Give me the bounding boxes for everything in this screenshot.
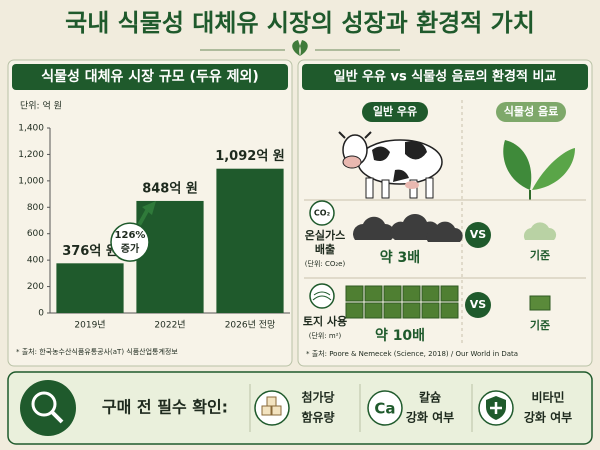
value-label: 848억 원	[142, 181, 198, 196]
annotation: 126%	[115, 230, 146, 241]
chart-title: 식물성 대체유 시장 규모 (두유 제외)	[41, 68, 259, 85]
magnifier-handle	[50, 410, 64, 424]
vs-badge	[465, 222, 491, 248]
check-item: 함유량	[301, 410, 334, 425]
field-plot	[402, 285, 421, 302]
shield-cross	[490, 402, 502, 414]
x-tick-label: 2022년	[154, 320, 185, 331]
growth-arrow-head	[142, 200, 156, 215]
comparison-header	[302, 64, 588, 90]
check-item: 강화 여부	[524, 410, 572, 425]
unit-label: 단위: 억 원	[20, 100, 62, 112]
y-tick-label: 1,000	[18, 176, 44, 186]
field-plot	[364, 285, 383, 302]
field-plot	[383, 285, 402, 302]
vs-text: VS	[470, 298, 487, 311]
milk-ratio: 약 10배	[375, 327, 425, 344]
leaf-illustration	[503, 140, 575, 200]
value-label: 1,092억 원	[215, 149, 285, 164]
row-label: 배출	[315, 242, 335, 256]
field-plot	[345, 285, 364, 302]
source: * 출처: 한국농수산식품유통공사(aT) 식품산업통계정보	[16, 347, 178, 356]
checklist-panel	[7, 371, 593, 445]
row-unit: (단위: m²)	[309, 331, 342, 340]
plant-baseline: 기준	[530, 248, 550, 262]
y-tick-label: 0	[38, 309, 44, 319]
co2-icon-text: CO₂	[314, 209, 331, 218]
value-label: 376억 원	[62, 244, 118, 259]
column-header: 식물성 음료	[504, 104, 558, 118]
bar	[216, 168, 284, 313]
field-plot	[402, 302, 421, 319]
y-tick-label: 1,200	[18, 150, 44, 160]
y-tick-label: 600	[27, 229, 44, 239]
checklist-title: 구매 전 필수 확인:	[102, 398, 228, 417]
cow-illustration	[338, 131, 443, 199]
x-tick-label: 2026년 전망	[225, 320, 276, 331]
x-tick-label: 2019년	[74, 320, 105, 331]
vs-text: VS	[470, 228, 487, 241]
source: * 출처: Poore & Nemecek (Science, 2018) / …	[306, 349, 518, 358]
y-tick-label: 800	[27, 203, 44, 213]
annotation: 증가	[121, 242, 140, 255]
field-plot	[421, 285, 440, 302]
field-plot	[440, 302, 459, 319]
y-tick-label: 400	[27, 256, 44, 266]
vs-badge	[465, 292, 491, 318]
row-label: 토지 사용	[303, 314, 347, 328]
y-tick-label: 200	[27, 282, 44, 292]
bar-chart: 0 200 400 600 800 1,000 1,200 1,400 2019년 376억 원 2…	[18, 124, 290, 331]
sugar-cubes	[261, 396, 282, 416]
leaf-divider	[200, 40, 400, 56]
magnifier-badge	[20, 380, 76, 436]
baseline-field	[529, 295, 551, 311]
field-plot	[383, 302, 402, 319]
field-plot	[345, 302, 364, 319]
growth-badge	[110, 222, 150, 262]
check-item: 강화 여부	[406, 410, 454, 425]
field-plot	[421, 302, 440, 319]
land-fields	[345, 285, 459, 319]
calcium-icon-text: Ca	[374, 400, 395, 418]
check-item: 비타민	[531, 390, 564, 405]
field-plot	[364, 302, 383, 319]
calcium-icon	[367, 390, 403, 426]
plant-baseline: 기준	[530, 318, 550, 332]
milk-ratio: 약 3배	[380, 249, 420, 266]
page-title: 국내 식물성 대체유 시장의 성장과 환경적 가치	[65, 9, 535, 37]
comparison-title: 일반 우유 vs 식물성 음료의 환경적 비교	[334, 69, 557, 85]
baseline-cloud	[523, 222, 557, 240]
field-plot	[440, 285, 459, 302]
bar	[56, 263, 124, 313]
co2-icon	[309, 200, 335, 226]
row-unit: (단위: CO₂e)	[305, 259, 346, 268]
y-tick-label: 1,400	[18, 124, 44, 134]
column-pill	[362, 102, 428, 122]
check-item: 칼슘	[419, 391, 441, 405]
land-icon-lines	[312, 291, 332, 301]
magnifier-icon	[31, 391, 57, 417]
column-pill	[496, 102, 566, 122]
column-header: 일반 우유	[373, 104, 417, 118]
chart-header	[12, 64, 288, 90]
emission-clouds	[353, 214, 463, 242]
row-label: 온실가스	[305, 228, 345, 242]
check-item: 첨가당	[301, 390, 334, 405]
bar	[136, 200, 204, 313]
